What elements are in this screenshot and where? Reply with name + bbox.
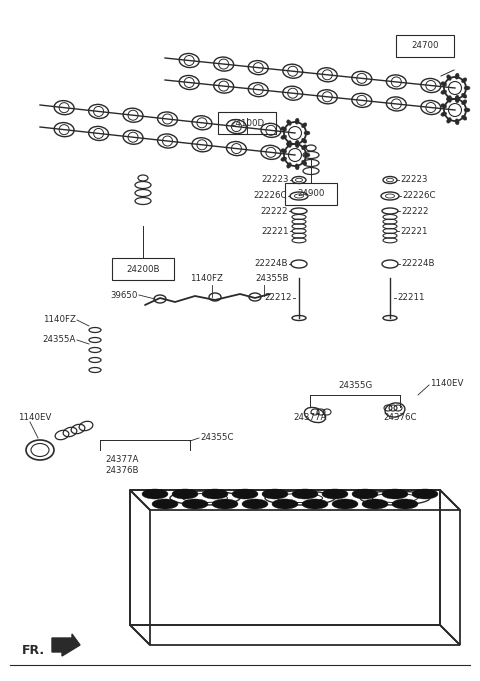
Text: 24900: 24900 [297, 189, 324, 198]
Text: 22226C: 22226C [253, 191, 287, 200]
Ellipse shape [295, 118, 299, 124]
Ellipse shape [202, 489, 228, 499]
Ellipse shape [362, 499, 388, 509]
Bar [112, 258, 174, 280]
Ellipse shape [302, 499, 328, 509]
Ellipse shape [281, 135, 287, 139]
Ellipse shape [281, 127, 287, 131]
Ellipse shape [182, 499, 208, 509]
Ellipse shape [287, 120, 291, 125]
Ellipse shape [455, 119, 459, 125]
Text: 24700: 24700 [411, 42, 439, 50]
Ellipse shape [441, 90, 446, 94]
Text: 1140FZ: 1140FZ [190, 274, 222, 283]
Ellipse shape [447, 95, 451, 101]
Bar [285, 183, 337, 205]
Ellipse shape [212, 499, 238, 509]
Ellipse shape [292, 489, 318, 499]
Text: 24377A: 24377A [105, 455, 138, 464]
Ellipse shape [301, 145, 307, 150]
Ellipse shape [287, 140, 291, 146]
Text: 22226C: 22226C [402, 191, 435, 200]
Ellipse shape [262, 489, 288, 499]
Ellipse shape [232, 489, 258, 499]
Ellipse shape [412, 489, 438, 499]
Ellipse shape [301, 160, 307, 165]
Text: 24376B: 24376B [105, 466, 139, 475]
Ellipse shape [464, 108, 470, 112]
Ellipse shape [455, 97, 459, 103]
Text: 24100D: 24100D [230, 118, 264, 127]
Ellipse shape [455, 95, 459, 101]
Ellipse shape [301, 138, 307, 143]
Ellipse shape [382, 489, 408, 499]
Ellipse shape [287, 142, 291, 147]
Ellipse shape [455, 74, 459, 79]
Text: FR.: FR. [22, 644, 45, 656]
Ellipse shape [462, 93, 467, 98]
Ellipse shape [287, 163, 291, 168]
Text: 39650: 39650 [110, 291, 138, 300]
Text: 22221: 22221 [400, 227, 428, 236]
Text: 24355G: 24355G [338, 381, 372, 390]
Text: 22224B: 22224B [254, 259, 288, 268]
Text: 1140EV: 1140EV [18, 413, 51, 422]
Ellipse shape [172, 489, 198, 499]
Text: 22211: 22211 [397, 294, 424, 302]
Ellipse shape [447, 97, 451, 102]
Text: 22221: 22221 [262, 227, 289, 236]
Ellipse shape [322, 489, 348, 499]
Ellipse shape [295, 164, 299, 170]
Ellipse shape [462, 100, 467, 105]
Ellipse shape [462, 115, 467, 120]
Polygon shape [52, 634, 80, 656]
Text: 24200B: 24200B [126, 264, 160, 274]
Ellipse shape [352, 489, 378, 499]
Ellipse shape [242, 499, 268, 509]
Ellipse shape [152, 499, 178, 509]
Ellipse shape [272, 499, 298, 509]
Text: 22223: 22223 [400, 176, 428, 185]
Text: 1140EV: 1140EV [430, 379, 463, 387]
Text: 24355A: 24355A [43, 336, 76, 345]
Text: 1140FZ: 1140FZ [43, 315, 76, 325]
Ellipse shape [441, 104, 446, 108]
Ellipse shape [295, 142, 299, 148]
Text: 22222: 22222 [401, 206, 429, 215]
Ellipse shape [447, 118, 451, 123]
Text: 24377A: 24377A [293, 413, 327, 422]
Ellipse shape [462, 78, 467, 83]
Ellipse shape [447, 75, 451, 80]
Ellipse shape [464, 86, 470, 90]
Text: 22224B: 22224B [401, 259, 434, 268]
Ellipse shape [392, 499, 418, 509]
Ellipse shape [441, 82, 446, 86]
Ellipse shape [301, 123, 307, 128]
Bar [218, 112, 276, 134]
Text: 24376C: 24376C [383, 413, 417, 422]
Text: 24355C: 24355C [200, 434, 233, 443]
Text: 22222: 22222 [261, 206, 288, 215]
Ellipse shape [142, 489, 168, 499]
Text: 24355B: 24355B [255, 274, 288, 283]
Ellipse shape [295, 140, 299, 146]
Ellipse shape [304, 153, 310, 157]
Bar [396, 35, 454, 57]
Ellipse shape [281, 157, 287, 161]
Ellipse shape [281, 148, 287, 153]
Ellipse shape [304, 131, 310, 135]
Ellipse shape [332, 499, 358, 509]
Ellipse shape [441, 112, 446, 116]
Text: 22212: 22212 [264, 294, 292, 302]
Text: 22223: 22223 [262, 176, 289, 185]
